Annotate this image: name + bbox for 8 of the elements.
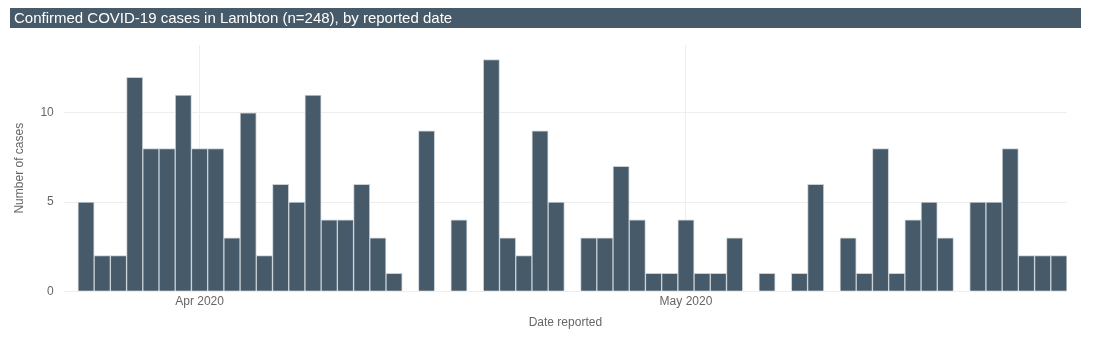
x-tick-label: Apr 2020: [175, 293, 225, 308]
x-tick-label: May 2020: [659, 293, 713, 308]
y-tick-label: 0: [47, 283, 55, 298]
x-axis-title: Date reported: [528, 315, 603, 330]
chart-title: Confirmed COVID-19 cases in Lambton (n=248), by reported date: [10, 8, 1081, 28]
y-axis-title: Number of cases: [11, 122, 26, 214]
y-tick-label: 5: [47, 194, 55, 209]
y-tick-label: 10: [40, 105, 55, 120]
